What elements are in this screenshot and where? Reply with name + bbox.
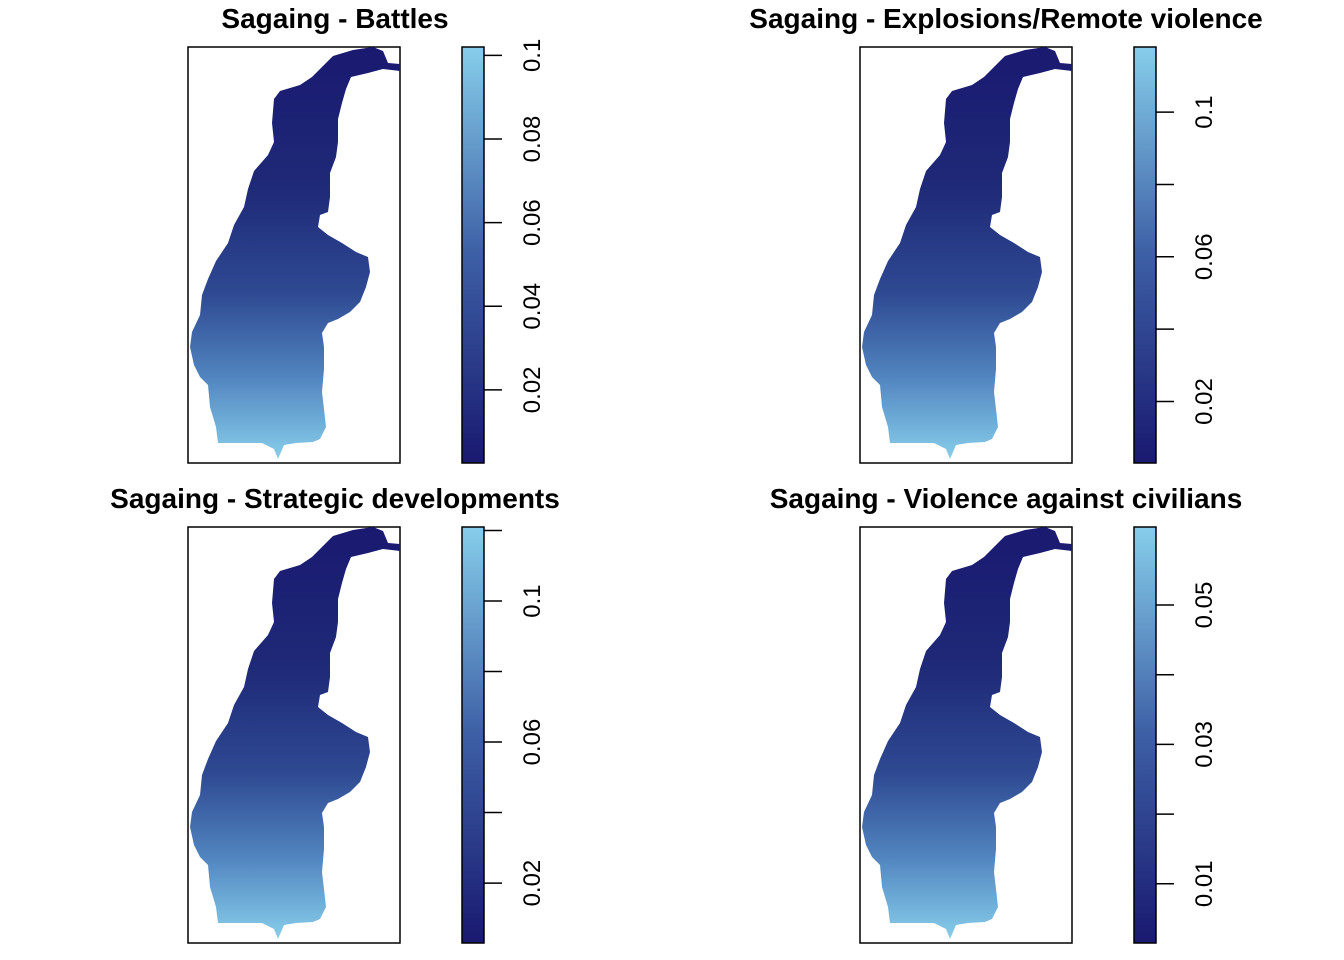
colorbar-tick-label: 0.02 bbox=[519, 860, 546, 907]
colorbar-tick-label: 0.1 bbox=[1191, 95, 1218, 128]
colorbar-tick-label: 0.08 bbox=[519, 116, 546, 163]
sagaing-region-map bbox=[190, 527, 400, 939]
panel-title: Sagaing - Battles bbox=[221, 3, 448, 34]
map-frame bbox=[859, 46, 1073, 464]
sagaing-region-map bbox=[862, 527, 1072, 939]
map-frame bbox=[859, 526, 1073, 944]
colorbar-tick-label: 0.02 bbox=[1191, 378, 1218, 425]
colorbar-tick-label: 0.06 bbox=[1191, 233, 1218, 280]
sagaing-region-map bbox=[862, 47, 1072, 459]
colorbar-tick-label: 0.1 bbox=[519, 39, 546, 72]
panel-violence-against-civilians: Sagaing - Violence against civilians 0.0… bbox=[770, 483, 1243, 944]
panel-explosions-remote-violence: Sagaing - Explosions/Remote violence 0.0… bbox=[749, 3, 1263, 464]
colorbar-tick-label: 0.06 bbox=[519, 199, 546, 246]
panel-title: Sagaing - Explosions/Remote violence bbox=[749, 3, 1262, 34]
colorbar-axis: 0.02 0.06 0.1 bbox=[484, 529, 546, 907]
colorbar-axis: 0.02 0.06 0.1 bbox=[1156, 95, 1218, 425]
map-frame bbox=[187, 526, 401, 944]
colorbar-tick-label: 0.06 bbox=[519, 719, 546, 766]
colorbar-tick-label: 0.05 bbox=[1191, 582, 1218, 629]
panel-battles: Sagaing - Battles 0.02 0.04 0.06 0.08 0.1 bbox=[187, 3, 546, 464]
colorbar-axis: 0.02 0.04 0.06 0.08 0.1 bbox=[484, 39, 546, 413]
panel-title: Sagaing - Violence against civilians bbox=[770, 483, 1243, 514]
panel-title: Sagaing - Strategic developments bbox=[110, 483, 560, 514]
sagaing-region-map bbox=[190, 47, 400, 459]
colorbar-axis: 0.01 0.03 0.05 bbox=[1156, 582, 1218, 907]
colorbar-tick-label: 0.01 bbox=[1191, 860, 1218, 907]
colorbar-tick-label: 0.02 bbox=[519, 366, 546, 413]
panel-strategic-developments: Sagaing - Strategic developments 0.020.0… bbox=[110, 483, 560, 944]
map-frame bbox=[187, 46, 401, 464]
colorbar bbox=[461, 526, 485, 944]
colorbar bbox=[461, 46, 485, 464]
colorbar-tick-label: 0.1 bbox=[519, 584, 546, 617]
colorbar-tick-label: 0.04 bbox=[519, 283, 546, 330]
colorbar bbox=[1133, 526, 1157, 944]
colorbar bbox=[1133, 46, 1157, 464]
colorbar-tick-label: 0.03 bbox=[1191, 721, 1218, 768]
